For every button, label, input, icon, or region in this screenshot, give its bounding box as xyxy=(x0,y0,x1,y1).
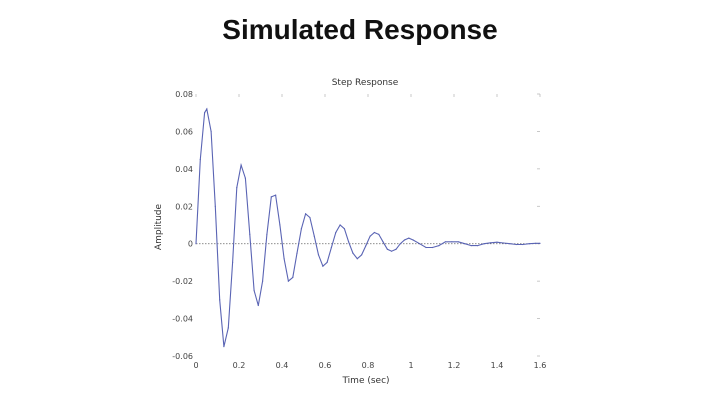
data-point xyxy=(266,233,268,235)
y-tick-label: 0 xyxy=(188,240,193,249)
data-point xyxy=(403,239,406,241)
data-point xyxy=(373,231,375,234)
x-tick-label: 1.2 xyxy=(448,361,461,370)
data-point xyxy=(270,196,272,198)
data-point xyxy=(408,237,410,239)
data-point xyxy=(395,248,397,250)
data-point xyxy=(339,224,341,226)
data-point xyxy=(451,241,453,243)
series-line xyxy=(195,107,540,347)
data-point xyxy=(419,243,421,245)
x-tick-label: 1.6 xyxy=(534,361,547,370)
data-point xyxy=(292,276,294,278)
data-point xyxy=(464,243,466,245)
data-point xyxy=(515,243,517,246)
y-tick-label: 0.08 xyxy=(175,90,193,99)
x-tick-label: 0.4 xyxy=(276,361,289,370)
data-point xyxy=(457,241,459,243)
x-axis-label: Time (sec) xyxy=(341,376,389,386)
data-point xyxy=(490,242,492,244)
data-point xyxy=(438,245,440,247)
y-tick-label: 0.04 xyxy=(175,165,193,174)
x-tick-label: 0 xyxy=(193,361,198,370)
data-point xyxy=(240,164,242,166)
axis-ticks: 0.080.060.040.020-0.02-0.04-0.060 0.2 0.4 0… xyxy=(172,90,546,370)
data-point xyxy=(369,235,371,237)
data-point xyxy=(313,235,315,237)
data-point xyxy=(343,228,345,230)
data-point xyxy=(214,205,216,207)
data-point xyxy=(535,242,537,244)
data-point xyxy=(470,245,472,247)
data-point xyxy=(287,280,289,282)
data-point xyxy=(257,304,259,307)
data-point xyxy=(444,241,446,243)
y-tick-label: -0.02 xyxy=(172,277,193,286)
data-point xyxy=(496,241,498,243)
data-point xyxy=(210,130,212,132)
data-point xyxy=(195,243,197,245)
x-tick-label: 0.8 xyxy=(362,361,375,370)
data-point xyxy=(391,250,393,252)
data-point xyxy=(322,265,324,267)
data-point xyxy=(378,233,380,235)
data-point xyxy=(236,187,238,189)
data-point xyxy=(227,327,229,329)
data-point xyxy=(509,243,511,245)
data-point xyxy=(249,233,251,235)
data-point xyxy=(253,289,255,292)
y-tick-label: -0.06 xyxy=(172,352,193,361)
data-point xyxy=(386,248,388,250)
data-point xyxy=(528,243,530,245)
data-point xyxy=(223,346,225,348)
data-point xyxy=(361,254,363,256)
data-point xyxy=(262,280,264,282)
data-point xyxy=(279,224,281,226)
data-point xyxy=(283,258,285,260)
x-tick-label: 1 xyxy=(408,361,413,370)
data-point xyxy=(425,246,427,249)
data-point xyxy=(477,245,479,247)
data-point xyxy=(296,252,298,254)
x-tick-label: 0.6 xyxy=(319,361,332,370)
chart-title: Step Response xyxy=(332,78,399,88)
data-point xyxy=(199,158,201,161)
data-point xyxy=(382,241,384,243)
data-point xyxy=(412,239,414,241)
data-point xyxy=(326,261,328,263)
data-point xyxy=(232,261,234,263)
data-point xyxy=(431,246,434,249)
data-point xyxy=(522,243,524,246)
data-point xyxy=(219,299,221,301)
data-point xyxy=(244,177,246,179)
data-point xyxy=(399,243,401,245)
data-point xyxy=(356,258,358,260)
data-point xyxy=(317,254,320,256)
data-point xyxy=(365,245,367,247)
data-point xyxy=(483,243,485,245)
data-point xyxy=(275,194,277,196)
data-point xyxy=(502,242,504,244)
data-point xyxy=(335,231,337,234)
data-point xyxy=(204,112,206,114)
slide-title: Simulated Response xyxy=(222,14,498,45)
y-axis-label: Amplitude xyxy=(154,203,164,250)
y-tick-label: 0.06 xyxy=(175,127,193,136)
data-points xyxy=(195,108,541,348)
data-point xyxy=(539,242,541,244)
data-point xyxy=(330,246,332,249)
y-tick-label: -0.04 xyxy=(172,315,193,324)
data-point xyxy=(309,216,311,219)
data-point xyxy=(305,213,307,215)
y-tick-label: 0.02 xyxy=(175,202,193,211)
data-point xyxy=(300,228,302,230)
data-point xyxy=(206,108,208,110)
x-tick-label: 1.4 xyxy=(491,361,504,370)
data-point xyxy=(352,252,354,254)
data-point xyxy=(348,241,350,243)
x-tick-label: 0.2 xyxy=(233,361,246,370)
